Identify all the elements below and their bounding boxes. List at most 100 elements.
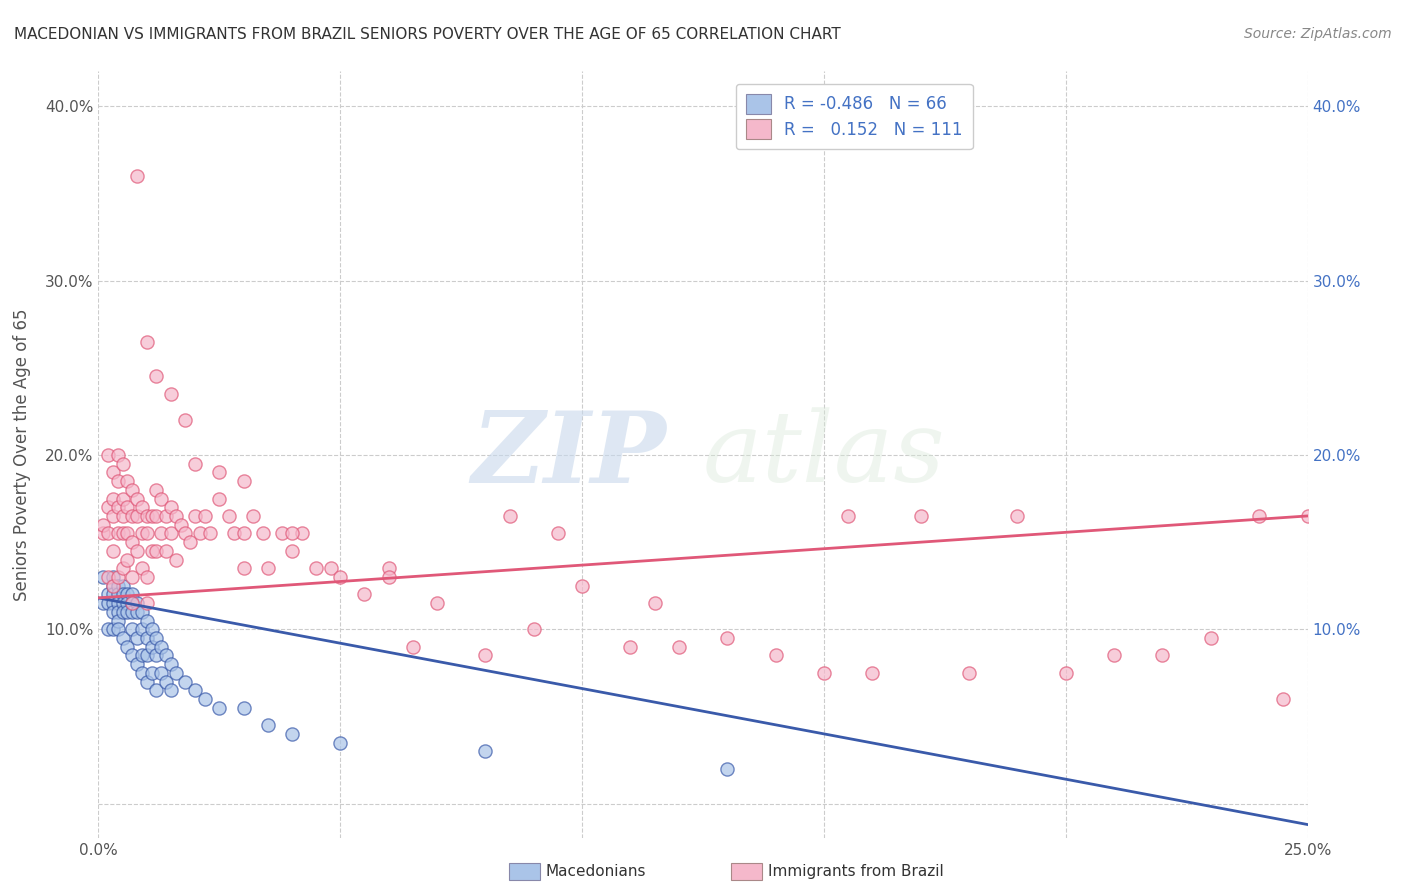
Point [256, 718, 278, 732]
Point [208, 700, 231, 714]
Point [111, 587, 134, 601]
Point [131, 526, 153, 541]
Point [1249, 508, 1271, 523]
Point [101, 491, 124, 506]
Point [208, 491, 231, 506]
Point [107, 500, 129, 515]
Point [179, 535, 201, 549]
Point [160, 657, 183, 672]
Point [232, 700, 254, 714]
Point [135, 570, 157, 584]
Point [188, 526, 211, 541]
Point [121, 605, 143, 619]
Point [150, 491, 173, 506]
Point [117, 605, 139, 619]
Point [107, 448, 129, 462]
Point [111, 508, 134, 523]
Point [111, 631, 134, 645]
Point [1054, 665, 1077, 680]
Point [194, 692, 217, 706]
Point [571, 579, 593, 593]
Point [101, 466, 124, 480]
Point [160, 683, 183, 698]
Point [208, 466, 231, 480]
Point [121, 596, 143, 610]
Point [281, 544, 304, 558]
Point [101, 508, 124, 523]
Point [145, 683, 167, 698]
Point [127, 169, 149, 183]
Point [184, 683, 207, 698]
Text: Macedonians: Macedonians [546, 864, 645, 879]
Point [1152, 648, 1174, 663]
Point [91, 517, 114, 532]
Point [121, 596, 143, 610]
Point [1199, 631, 1222, 645]
Point [232, 561, 254, 575]
Point [131, 605, 153, 619]
Point [402, 640, 425, 654]
Point [232, 474, 254, 488]
Point [107, 622, 129, 636]
Point [111, 526, 134, 541]
Point [121, 648, 143, 663]
Y-axis label: Seniors Poverty Over the Age of 65: Seniors Poverty Over the Age of 65 [13, 309, 31, 601]
Point [97, 526, 120, 541]
Point [198, 526, 221, 541]
Point [127, 491, 149, 506]
Point [305, 561, 328, 575]
Point [523, 622, 546, 636]
Point [111, 596, 134, 610]
Point [141, 665, 163, 680]
Point [97, 587, 120, 601]
Point [174, 413, 197, 427]
Point [1272, 692, 1295, 706]
Point [127, 605, 149, 619]
Point [111, 491, 134, 506]
Point [160, 526, 183, 541]
Point [716, 631, 738, 645]
Point [242, 508, 264, 523]
Text: Source: ZipAtlas.com: Source: ZipAtlas.com [1244, 27, 1392, 41]
Point [107, 614, 129, 628]
Point [222, 526, 245, 541]
Point [644, 596, 666, 610]
Point [145, 648, 167, 663]
Point [131, 561, 153, 575]
Point [155, 648, 177, 663]
Point [107, 570, 129, 584]
Point [145, 508, 167, 523]
Text: ZIP: ZIP [472, 407, 666, 503]
Legend: R = -0.486   N = 66, R =   0.152   N = 111: R = -0.486 N = 66, R = 0.152 N = 111 [735, 84, 973, 149]
Text: MACEDONIAN VS IMMIGRANTS FROM BRAZIL SENIORS POVERTY OVER THE AGE OF 65 CORRELAT: MACEDONIAN VS IMMIGRANTS FROM BRAZIL SEN… [14, 27, 841, 42]
Point [194, 508, 217, 523]
Point [174, 526, 197, 541]
Point [101, 622, 124, 636]
Point [319, 561, 342, 575]
Point [155, 508, 177, 523]
Point [101, 544, 124, 558]
Point [107, 587, 129, 601]
Point [174, 674, 197, 689]
Point [111, 561, 134, 575]
Point [97, 570, 120, 584]
Point [474, 744, 496, 758]
Point [329, 735, 352, 749]
Point [135, 631, 157, 645]
Point [101, 596, 124, 610]
Point [498, 508, 520, 523]
Point [131, 622, 153, 636]
Point [256, 561, 278, 575]
Text: Immigrants from Brazil: Immigrants from Brazil [768, 864, 943, 879]
Point [910, 508, 932, 523]
Point [107, 605, 129, 619]
Point [160, 387, 183, 401]
Point [353, 587, 375, 601]
Point [117, 640, 139, 654]
Point [131, 665, 153, 680]
Point [135, 334, 157, 349]
Point [117, 526, 139, 541]
Point [141, 640, 163, 654]
Point [141, 508, 163, 523]
Point [290, 526, 312, 541]
